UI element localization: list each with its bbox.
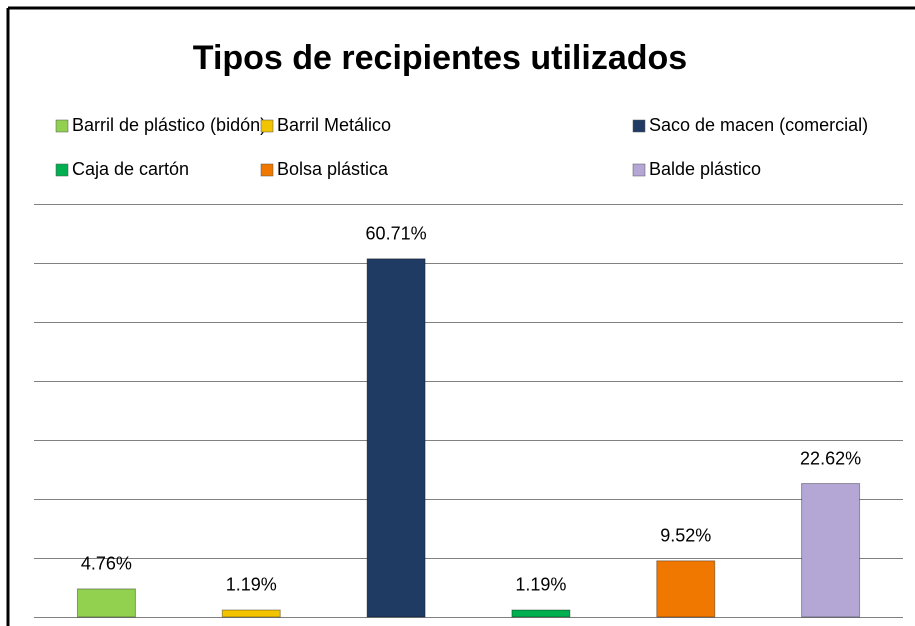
data-label: 4.76% xyxy=(81,554,132,574)
bar xyxy=(221,609,281,618)
data-label: 22.62% xyxy=(800,448,861,468)
bar xyxy=(801,483,861,618)
data-label: 9.52% xyxy=(660,526,711,546)
legend-label: Balde plástico xyxy=(649,159,761,179)
chart-title: Tipos de recipientes utilizados xyxy=(193,39,687,77)
data-label: 60.71% xyxy=(366,224,427,244)
legend-label: Saco de macen (comercial) xyxy=(649,115,868,135)
legend-label: Caja de cartón xyxy=(72,159,189,179)
data-label: 1.19% xyxy=(226,575,277,595)
bar xyxy=(76,588,136,618)
legend-swatch xyxy=(55,163,69,177)
legend-swatch xyxy=(632,119,646,133)
legend-swatch xyxy=(632,163,646,177)
legend-swatch xyxy=(260,119,274,133)
legend-label: Barril de plástico (bidón) xyxy=(72,115,266,135)
data-label: 1.19% xyxy=(515,575,566,595)
legend-swatch xyxy=(55,119,69,133)
bar xyxy=(656,560,716,618)
legend-swatch xyxy=(260,163,274,177)
bar xyxy=(366,258,426,618)
bar xyxy=(511,609,571,618)
legend-label: Barril Metálico xyxy=(277,115,391,135)
legend-label: Bolsa plástica xyxy=(277,159,389,179)
